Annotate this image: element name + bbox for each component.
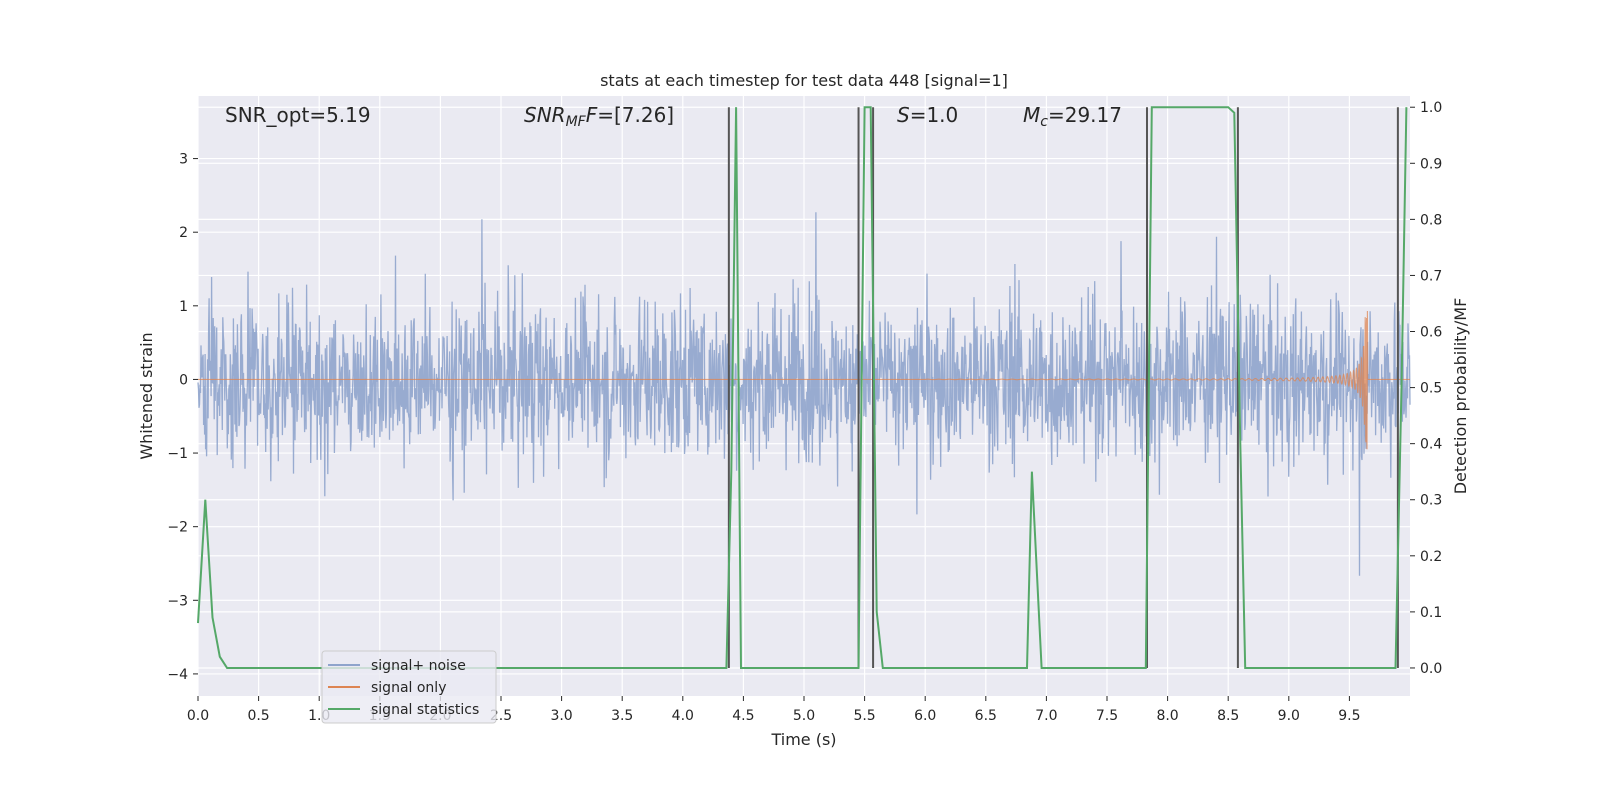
signal-statistics-line: [197, 106, 1408, 669]
y-right-tick-label: 0.0: [1420, 661, 1442, 677]
y-right-tick-label: 0.7: [1420, 268, 1442, 284]
signal-noise-line: [197, 212, 1411, 576]
annotation-snr-mf-value: =[7.26]: [597, 103, 674, 127]
x-tick-label: 6.0: [914, 708, 936, 724]
y-left-tick-label: 0: [179, 372, 188, 388]
y-right-tick-label: 0.4: [1420, 437, 1442, 453]
y-left-tick-label: 3: [179, 152, 188, 168]
x-tick-label: 9.0: [1278, 708, 1300, 724]
x-tick-label: 7.5: [1096, 708, 1118, 724]
annotation-s: S=1.0: [897, 103, 958, 127]
y-right-tick-label: 0.1: [1420, 605, 1442, 621]
x-tick-label: 4.0: [672, 708, 694, 724]
x-tick-label: 0.5: [247, 708, 269, 724]
x-tick-label: 0.0: [187, 708, 209, 724]
y-right-tick-label: 0.6: [1420, 325, 1442, 341]
x-tick-label: 6.5: [975, 708, 997, 724]
y-right-tick-label: 0.3: [1420, 493, 1442, 509]
annotation-snr-mf-name: SNR: [524, 103, 566, 127]
annotation-f-letter: F: [586, 103, 598, 127]
signal-noise-series: [197, 212, 1411, 576]
x-tick-label: 8.5: [1217, 708, 1239, 724]
x-tick-label: 3.0: [550, 708, 572, 724]
y-left-tick-label: −2: [167, 520, 188, 536]
legend: signal+ noise signal only signal statist…: [321, 650, 497, 724]
y-left-tick-label: 1: [179, 299, 188, 315]
annotation-snr-opt: SNR_opt=5.19: [225, 103, 371, 127]
chart-title: stats at each timestep for test data 448…: [600, 71, 1008, 90]
x-tick-label: 5.5: [853, 708, 875, 724]
annotation-s-name: S: [897, 103, 910, 127]
annotation-mc-sub: c: [1040, 114, 1048, 130]
annotation-snr-mf: SNRMFF=[7.26]: [524, 103, 674, 130]
x-tick-label: 5.0: [793, 708, 815, 724]
y-left-tick-label: 2: [179, 225, 188, 241]
y-axis-label-left: Whitened strain: [137, 332, 156, 459]
x-tick-label: 8.0: [1156, 708, 1178, 724]
y-left-tick-label: −4: [167, 667, 188, 683]
annotation-s-value: =1.0: [910, 103, 959, 127]
y-left-tick-label: −1: [167, 446, 188, 462]
legend-box: [321, 650, 497, 724]
y-left-tick-label: −3: [167, 593, 188, 609]
y-right-tick-label: 0.5: [1420, 381, 1442, 397]
y-right-tick-label: 1.0: [1420, 100, 1442, 116]
legend-label-signal-statistics: signal statistics: [371, 702, 479, 718]
annotation-mc-value: =29.17: [1048, 103, 1122, 127]
annotation-mc-name: M: [1023, 103, 1040, 127]
y-right-tick-label: 0.8: [1420, 212, 1442, 228]
x-axis-label: Time (s): [770, 730, 836, 749]
annotation-mc: Mc=29.17: [1023, 103, 1122, 130]
x-tick-label: 9.5: [1338, 708, 1360, 724]
y-right-tick-label: 0.9: [1420, 156, 1442, 172]
y-right-tick-label: 0.2: [1420, 549, 1442, 565]
annotation-snr-mf-sub: MF: [566, 114, 587, 130]
y-axis-label-right: Detection probability/MF: [1451, 298, 1470, 495]
legend-label-signal-noise: signal+ noise: [371, 658, 466, 674]
legend-label-signal-only: signal only: [371, 680, 446, 696]
x-tick-label: 7.0: [1035, 708, 1057, 724]
x-tick-label: 4.5: [732, 708, 754, 724]
x-tick-label: 3.5: [611, 708, 633, 724]
signal-statistics-series: [197, 106, 1408, 669]
